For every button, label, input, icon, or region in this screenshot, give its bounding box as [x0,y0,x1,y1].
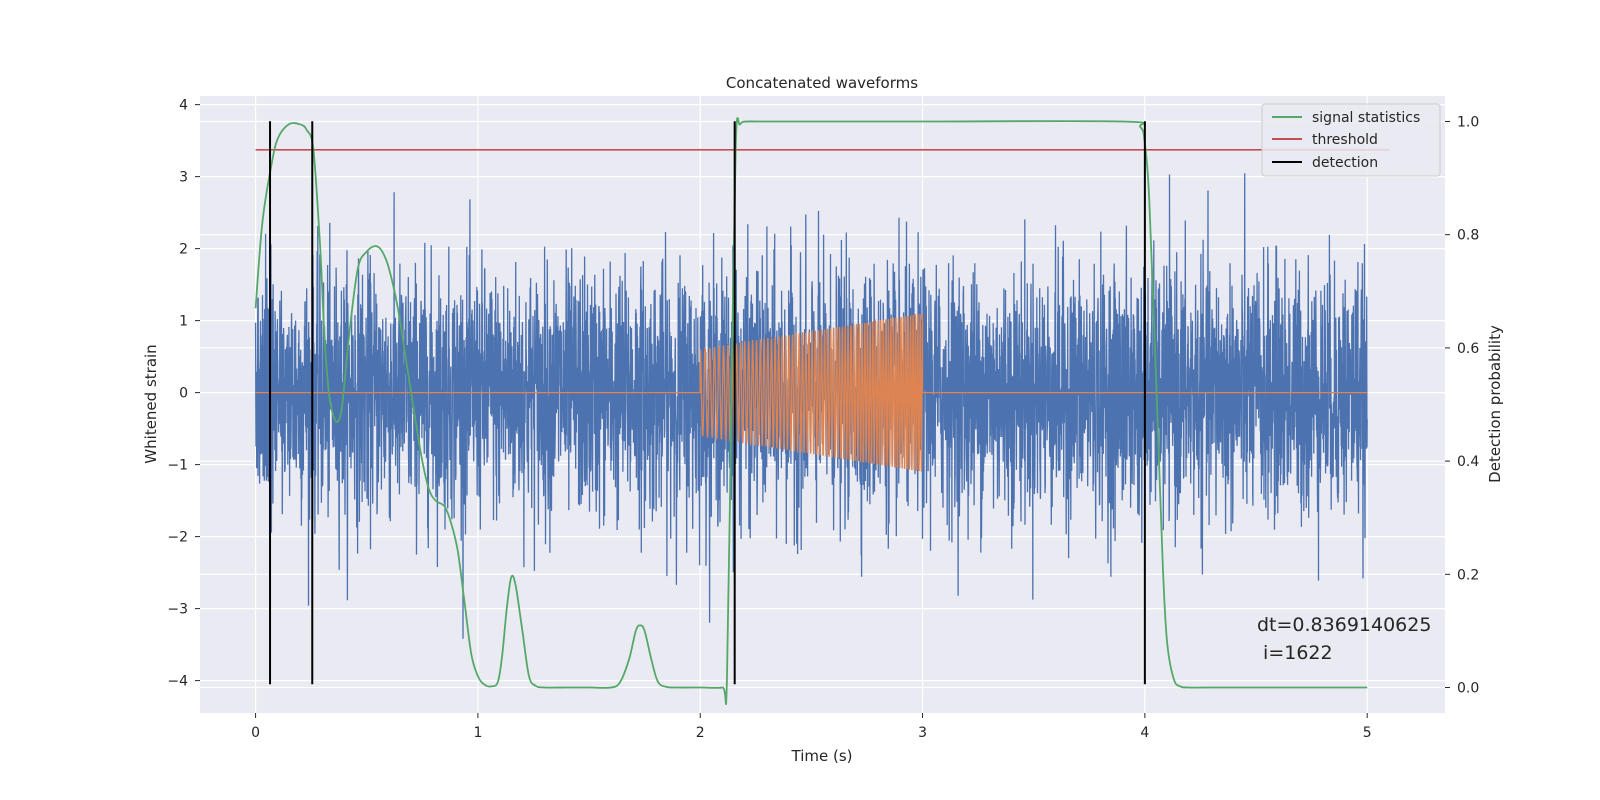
legend-item-threshold: threshold [1272,132,1378,148]
detections [269,121,1146,685]
x-tick-label: 1 [473,725,482,741]
legend-item-signal-statistics: signal statistics [1272,110,1420,126]
injection-series [255,313,1368,472]
legend: signal statistics threshold detection [1261,103,1441,177]
y-tick-label: 2 [179,242,188,258]
legend-label-detection: detection [1312,155,1378,171]
y-tick-label: −4 [167,674,188,690]
injection-line [255,313,1368,472]
legend-label-threshold: threshold [1312,132,1378,148]
legend-item-detection: detection [1272,155,1378,171]
x-tick-label: 4 [1140,725,1149,741]
y-tick-label: −2 [167,530,188,546]
x-tick-label: 5 [1363,725,1372,741]
y-tick-label: 3 [179,170,188,186]
chart-title: Concatenated waveforms [726,74,918,92]
y-tick-label: −1 [167,458,188,474]
y2-tick-label: 0.0 [1457,681,1479,697]
signal-statistics-line [254,117,1368,705]
x-tick-label: 3 [918,725,927,741]
y2-tick-label: 0.6 [1457,341,1479,357]
x-axis-label: Time (s) [791,747,853,765]
x-tick-label: 2 [696,725,705,741]
signal-statistics-series [254,117,1368,705]
y2-tick-label: 0.4 [1457,454,1479,470]
legend-label-signal-statistics: signal statistics [1312,110,1420,126]
annotation-dt: dt=0.8369140625 [1257,614,1431,636]
y-tick-label: 1 [179,314,188,330]
axes: 0 1 2 3 4 5 −4 −3 −2 −1 0 1 2 3 4 0.0 0.2 0.4 0.6 0.8 1.0 [167,98,1479,741]
legend-box [1261,103,1441,177]
y2-tick-label: 0.2 [1457,567,1479,583]
y2-tick-label: 1.0 [1457,114,1479,130]
y-tick-label: −3 [167,602,188,618]
y2-tick-label: 0.8 [1457,228,1479,244]
y2-axis-label: Detection probability [1486,325,1504,483]
annotation-index: i=1622 [1257,642,1333,664]
x-tick-label: 0 [251,725,260,741]
y-tick-label: 4 [179,98,188,114]
y-tick-label: 0 [179,386,188,402]
y-axis-label: Whitened strain [142,344,160,463]
